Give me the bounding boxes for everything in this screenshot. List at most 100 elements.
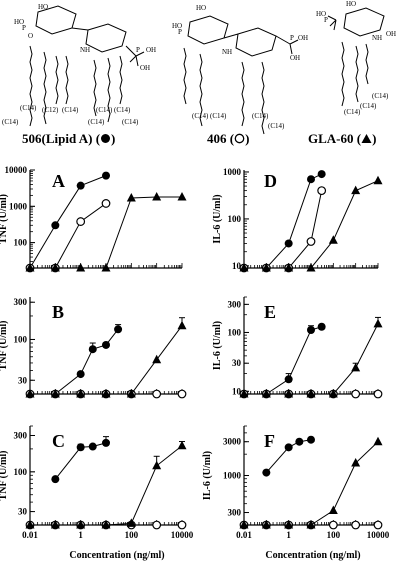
panel-B: 30 100 300 TNF (U/ml) B [0,297,187,399]
structure-text-c14-15: (C14) [122,118,139,126]
data-point-E-open-circle-6 [373,389,383,399]
series-line-A-filled-circle [29,175,107,269]
data-point-C-filled-circle-3 [102,438,110,447]
structure-text-o-3: O [28,32,33,40]
data-point-C-filled-circle-0 [51,475,60,484]
panel-E: 10 30 100 300 IL-6 (U/ml) E [212,296,383,399]
data-point-C-filled-triangle-1 [50,520,60,529]
y-tick-label-F-2: 3000 [223,437,242,447]
data-point-F-filled-triangle-4 [328,505,338,515]
data-point-E-filled-triangle-0 [239,389,249,398]
y-tick-label-B-2: 300 [14,297,28,307]
data-point-B-filled-triangle-0 [25,389,35,398]
structure-text-p-5: P [136,46,140,54]
series-line-D-filled-circle [244,173,322,269]
series-line-E-filled-triangle [244,323,379,395]
series-line-F-filled-circle [265,439,312,473]
data-point-B-filled-circle-5 [114,325,123,334]
y-axis-label-D: IL-6 (U/ml) [212,194,223,243]
panel-letter-F: F [264,431,275,451]
y-tick-label-E-2: 100 [228,327,242,337]
data-point-F-filled-circle-1 [284,443,293,452]
data-point-F-filled-triangle-0 [239,520,249,529]
series-line-D-open-circle [244,190,323,269]
x-tick-label-F-3: 10000 [367,530,390,540]
lipid-a-structure [29,5,145,127]
structure-label-gla60: GLA-60 () [308,131,376,147]
data-point-E-filled-circle-2 [284,375,293,384]
data-point-B-filled-triangle-1 [50,389,60,398]
data-point-C-filled-triangle-3 [101,520,111,529]
y-tick-label-D-1: 100 [228,214,242,224]
data-point-D-filled-triangle-5 [351,185,361,195]
data-point-B-filled-circle-4 [102,340,110,349]
structure-label-lipid-a: 506(Lipid A) () [22,131,115,147]
filled-circle-icon: () [95,131,116,146]
y-axis-label-A: TNF (U/ml) [0,194,9,244]
data-point-A-filled-circle-3 [102,171,110,180]
data-point-F-filled-triangle-6 [373,436,383,446]
structure-text-c14-32: (C14) [344,108,361,116]
x-axis-label-right: Concentration (ng/ml) [265,550,360,561]
structure-text-oh-22: OH [290,54,300,62]
data-point-F-open-circle-5 [351,520,361,530]
series-line-C-filled-triangle [30,445,183,526]
compound-406-structure [183,15,299,135]
structure-text-p-18: P [178,28,182,36]
structure-text-c14-14: (C14) [88,118,105,126]
structure-text-c14-12: (C14) [114,106,131,114]
y-tick-label-E-1: 30 [232,358,242,368]
data-point-D-filled-triangle-4 [328,235,338,244]
panel-letter-B: B [52,302,64,322]
x-tick-label-C-0: 0.01 [22,530,38,540]
data-point-F-filled-triangle-1 [261,520,271,529]
panel-letter-C: C [52,431,65,451]
x-tick-label-C-2: 100 [125,530,139,540]
x-tick-label-C-1: 1 [78,530,83,540]
structure-text-nh-30: NH [372,34,382,42]
data-point-F-open-circle-6 [373,520,383,530]
structure-text-c14-25: (C14) [252,112,269,120]
data-point-D-filled-triangle-3 [306,263,316,272]
data-point-C-filled-triangle-5 [152,460,162,470]
data-point-D-open-circle-4 [317,186,327,196]
data-point-A-filled-triangle-2 [76,263,86,272]
data-point-C-open-circle-6 [177,520,187,530]
y-axis-label-E: IL-6 (U/ml) [212,321,223,370]
structure-text-oh-31: OH [386,30,396,38]
y-axis-label-B: TNF (U/ml) [0,321,9,371]
data-point-C-open-circle-5 [152,520,162,530]
data-point-C-filled-triangle-0 [25,520,35,529]
y-tick-label-C-1: 100 [14,467,28,477]
panel-F: 300 1000 3000 0.01 1 100 10000 IL-6 (U/ml) F [202,425,390,540]
data-point-E-filled-triangle-6 [373,318,383,328]
structure-text-ho-0: HO [38,3,48,11]
y-tick-label-E-0: 10 [232,386,242,396]
y-tick-label-C-0: 30 [18,507,28,517]
data-point-D-filled-triangle-1 [261,263,271,272]
structure-text-c14-24: (C14) [210,112,227,120]
structure-text-nh-19: NH [222,48,232,56]
structure-label-406: 406 () [207,131,249,147]
data-point-A-open-circle-3 [101,199,111,208]
y-tick-label-A-0: 100 [14,238,28,248]
structure-text-c14-10: (C14) [62,106,79,114]
y-tick-label-D-2: 1000 [223,167,242,177]
data-point-D-filled-circle-4 [317,170,326,179]
data-point-C-filled-circle-2 [88,442,97,451]
data-point-A-filled-triangle-4 [126,192,136,202]
data-point-A-open-circle-2 [76,217,86,226]
panel-A: 100 1000 10000 TNF (U/ml) A [0,165,187,273]
y-tick-label-E-3: 300 [228,299,242,309]
open-circle-icon: () [229,131,250,146]
data-point-B-filled-triangle-6 [177,320,187,330]
structure-text-ho-27: HO [346,0,356,8]
structure-text-c14-34: (C14) [372,92,389,100]
x-axis-label-left: Concentration (ng/ml) [69,550,164,561]
structure-text-c14-13: (C14) [2,118,19,126]
data-point-D-filled-triangle-0 [239,263,249,272]
data-point-D-open-circle-3 [306,237,316,246]
x-tick-label-F-2: 100 [327,530,341,540]
data-point-E-filled-triangle-1 [261,389,271,398]
